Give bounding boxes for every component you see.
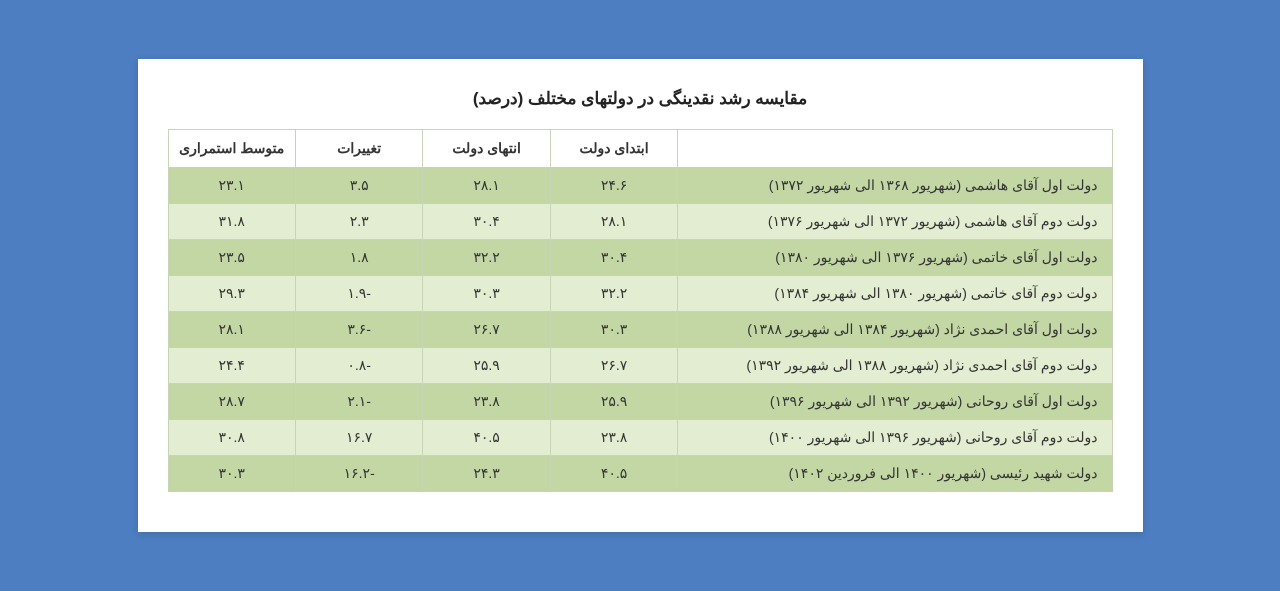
table-row: دولت دوم آقای احمدی نژاد (شهریور ۱۳۸۸ ال… [168,348,1112,384]
cell-average: ۳۱.۸ [168,204,295,240]
table-row: دولت اول آقای احمدی نژاد (شهریور ۱۳۸۴ ال… [168,312,1112,348]
cell-government: دولت دوم آقای روحانی (شهریور ۱۳۹۶ الی شه… [678,420,1112,456]
cell-government: دولت اول آقای خاتمی (شهریور ۱۳۷۶ الی شهر… [678,240,1112,276]
table-row: دولت اول آقای روحانی (شهریور ۱۳۹۲ الی شه… [168,384,1112,420]
cell-end: ۲۸.۱ [423,168,550,204]
table-row: دولت اول آقای خاتمی (شهریور ۱۳۷۶ الی شهر… [168,240,1112,276]
cell-start: ۲۳.۸ [550,420,677,456]
cell-start: ۲۸.۱ [550,204,677,240]
cell-government: دولت دوم آقای هاشمی (شهریور ۱۳۷۲ الی شهر… [678,204,1112,240]
cell-government: دولت دوم آقای احمدی نژاد (شهریور ۱۳۸۸ ال… [678,348,1112,384]
cell-government: دولت دوم آقای خاتمی (شهریور ۱۳۸۰ الی شهر… [678,276,1112,312]
cell-average: ۳۰.۳ [168,456,295,492]
page-title: مقایسه رشد نقدینگی در دولتهای مختلف (درص… [168,89,1113,109]
cell-changes: ۱.۸ [295,240,422,276]
cell-end: ۲۶.۷ [423,312,550,348]
cell-end: ۲۵.۹ [423,348,550,384]
cell-average: ۳۰.۸ [168,420,295,456]
cell-government: دولت اول آقای احمدی نژاد (شهریور ۱۳۸۴ ال… [678,312,1112,348]
cell-end: ۳۰.۴ [423,204,550,240]
table-row: دولت دوم آقای خاتمی (شهریور ۱۳۸۰ الی شهر… [168,276,1112,312]
cell-start: ۲۵.۹ [550,384,677,420]
cell-average: ۲۸.۷ [168,384,295,420]
cell-end: ۳۰.۳ [423,276,550,312]
cell-changes: ۱۶.۷ [295,420,422,456]
cell-government: دولت اول آقای روحانی (شهریور ۱۳۹۲ الی شه… [678,384,1112,420]
cell-average: ۲۹.۳ [168,276,295,312]
cell-start: ۳۰.۴ [550,240,677,276]
table-row: دولت اول آقای هاشمی (شهریور ۱۳۶۸ الی شهر… [168,168,1112,204]
cell-changes: -۳.۶ [295,312,422,348]
cell-end: ۲۳.۸ [423,384,550,420]
table-card: مقایسه رشد نقدینگی در دولتهای مختلف (درص… [138,59,1143,532]
table-header-row: ابتدای دولت انتهای دولت تغییرات متوسط اس… [168,130,1112,168]
cell-changes: ۲.۳ [295,204,422,240]
cell-start: ۲۶.۷ [550,348,677,384]
cell-changes: -۱.۹ [295,276,422,312]
cell-government: دولت اول آقای هاشمی (شهریور ۱۳۶۸ الی شهر… [678,168,1112,204]
cell-start: ۲۴.۶ [550,168,677,204]
cell-start: ۴۰.۵ [550,456,677,492]
col-government [678,130,1112,168]
table-row: دولت شهید رئیسی (شهریور ۱۴۰۰ الی فروردین… [168,456,1112,492]
cell-end: ۴۰.۵ [423,420,550,456]
cell-changes: -۱۶.۲ [295,456,422,492]
cell-average: ۲۳.۱ [168,168,295,204]
table-row: دولت دوم آقای هاشمی (شهریور ۱۳۷۲ الی شهر… [168,204,1112,240]
col-changes: تغییرات [295,130,422,168]
liquidity-growth-table: ابتدای دولت انتهای دولت تغییرات متوسط اس… [168,129,1113,492]
cell-average: ۲۸.۱ [168,312,295,348]
cell-end: ۲۴.۳ [423,456,550,492]
col-average: متوسط استمراری [168,130,295,168]
cell-government: دولت شهید رئیسی (شهریور ۱۴۰۰ الی فروردین… [678,456,1112,492]
cell-changes: -۲.۱ [295,384,422,420]
col-start: ابتدای دولت [550,130,677,168]
cell-start: ۳۲.۲ [550,276,677,312]
col-end: انتهای دولت [423,130,550,168]
cell-changes: -۰.۸ [295,348,422,384]
cell-end: ۳۲.۲ [423,240,550,276]
cell-average: ۲۴.۴ [168,348,295,384]
cell-changes: ۳.۵ [295,168,422,204]
cell-start: ۳۰.۳ [550,312,677,348]
table-row: دولت دوم آقای روحانی (شهریور ۱۳۹۶ الی شه… [168,420,1112,456]
cell-average: ۲۳.۵ [168,240,295,276]
